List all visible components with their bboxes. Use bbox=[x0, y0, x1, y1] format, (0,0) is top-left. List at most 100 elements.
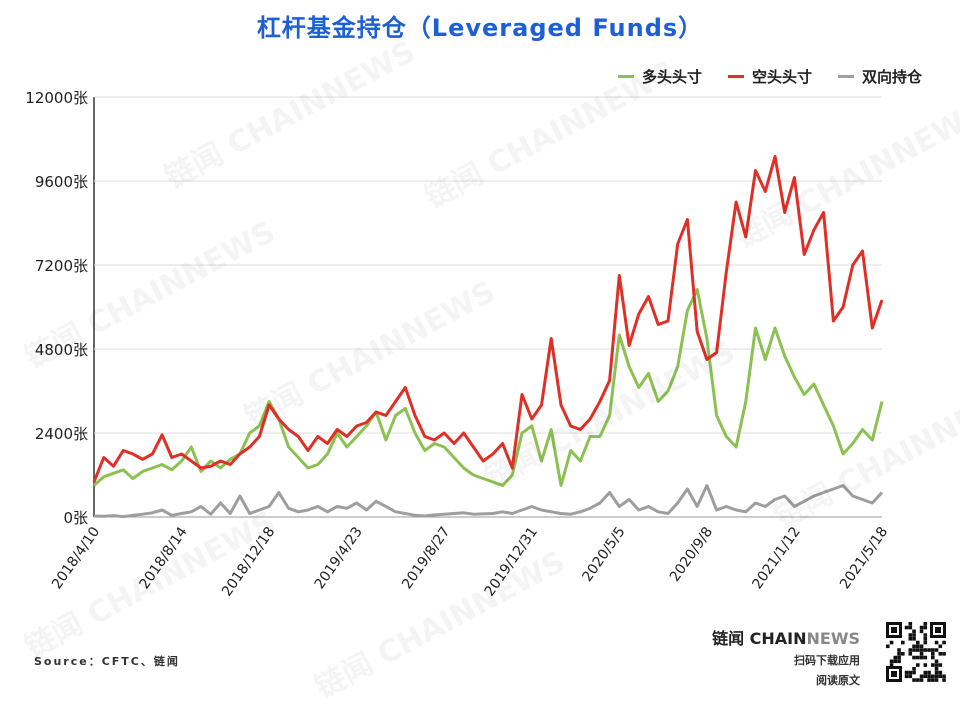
legend-swatch-long bbox=[617, 75, 634, 78]
qr-module bbox=[912, 678, 916, 682]
qr-module bbox=[908, 625, 913, 630]
qr-module bbox=[916, 640, 920, 645]
qr-module bbox=[908, 648, 913, 652]
qr-module bbox=[904, 670, 909, 675]
qr-module bbox=[893, 659, 898, 664]
x-tick-label: 2019/8/27 bbox=[399, 524, 453, 592]
qr-module bbox=[912, 637, 916, 641]
qr-module bbox=[923, 640, 928, 645]
y-tick-label: 2400张 bbox=[35, 425, 88, 443]
legend-item-short: 空头头寸 bbox=[727, 66, 812, 87]
legend-item-spread: 双向持仓 bbox=[837, 66, 922, 87]
qr-module bbox=[916, 648, 920, 652]
qr-module bbox=[923, 648, 928, 652]
chart-title: 杠杆基金持仓（Leveraged Funds） bbox=[256, 14, 704, 42]
qr-module bbox=[927, 674, 931, 679]
qr-module bbox=[916, 663, 920, 667]
y-tick-label: 0张 bbox=[63, 509, 88, 527]
qr-module bbox=[923, 670, 928, 675]
y-tick-label: 9600张 bbox=[35, 173, 88, 191]
x-tick-label: 2020/5/5 bbox=[579, 524, 628, 585]
qr-module bbox=[912, 655, 916, 660]
qr-module bbox=[908, 637, 913, 641]
qr-module bbox=[931, 652, 935, 656]
qr-module bbox=[934, 663, 939, 667]
y-tick-label: 4800张 bbox=[35, 341, 88, 359]
qr-module bbox=[916, 678, 920, 682]
qr-module bbox=[923, 655, 928, 660]
y-tick-labels: 0张 2400张 4800张 7200张 9600张 12000张 bbox=[25, 89, 88, 527]
qr-module bbox=[908, 622, 913, 626]
brand-read-text: 阅读原文 bbox=[816, 674, 860, 687]
grid-lines bbox=[93, 96, 882, 518]
qr-module bbox=[912, 629, 916, 634]
qr-module bbox=[934, 640, 939, 645]
brand-name-light: NEWS bbox=[806, 629, 861, 648]
qr-module bbox=[919, 652, 924, 656]
qr-module bbox=[919, 648, 924, 652]
qr-module bbox=[919, 629, 924, 634]
qr-module bbox=[919, 655, 924, 660]
qr-module bbox=[931, 655, 935, 660]
qr-module bbox=[912, 670, 916, 675]
qr-module bbox=[908, 633, 913, 637]
brand-block: 链闻 CHAINNEWS 扫码下载应用 阅读原文 bbox=[712, 625, 860, 689]
qr-module bbox=[938, 652, 943, 656]
qr-module bbox=[931, 678, 935, 682]
x-tick-label: 2020/9/8 bbox=[667, 524, 716, 585]
qr-module bbox=[931, 663, 935, 667]
qr-module bbox=[893, 655, 898, 660]
qr-module bbox=[912, 644, 916, 649]
qr-module bbox=[889, 659, 894, 664]
qr-module bbox=[908, 674, 913, 679]
qr-module bbox=[938, 674, 943, 679]
legend-swatch-short bbox=[727, 75, 744, 78]
qr-module bbox=[901, 652, 905, 656]
qr-module bbox=[938, 644, 943, 649]
y-tick-label: 12000张 bbox=[25, 89, 88, 107]
qr-module bbox=[916, 655, 920, 660]
x-tick-label: 2019/4/23 bbox=[312, 524, 366, 592]
qr-module bbox=[934, 678, 939, 682]
qr-module bbox=[889, 640, 894, 645]
qr-module bbox=[912, 633, 916, 637]
qr-module bbox=[938, 663, 943, 667]
qr-module bbox=[923, 633, 928, 637]
qr-code-icon[interactable] bbox=[884, 620, 948, 684]
qr-module bbox=[904, 674, 909, 679]
qr-module bbox=[927, 670, 931, 675]
legend-label-short: 空头头寸 bbox=[751, 68, 812, 86]
qr-module bbox=[923, 622, 928, 626]
qr-module bbox=[934, 667, 939, 671]
qr-module bbox=[931, 674, 935, 679]
qr-module bbox=[934, 674, 939, 679]
qr-module bbox=[889, 663, 894, 667]
x-tick-label: 2021/5/18 bbox=[837, 524, 891, 592]
qr-module bbox=[942, 640, 946, 645]
qr-module bbox=[923, 625, 928, 630]
x-tick-label: 2021/1/12 bbox=[749, 524, 803, 592]
series-line-short bbox=[92, 155, 884, 483]
qr-module bbox=[927, 648, 931, 652]
qr-module bbox=[934, 648, 939, 652]
qr-module bbox=[934, 659, 939, 664]
x-tick-label: 2018/8/14 bbox=[137, 524, 191, 592]
qr-module bbox=[942, 652, 946, 656]
qr-module bbox=[908, 652, 913, 656]
legend: 多头头寸 空头头寸 双向持仓 bbox=[617, 66, 922, 87]
qr-module bbox=[897, 652, 901, 656]
source-note: Source：CFTC、链闻 bbox=[34, 655, 180, 668]
x-tick-label: 2018/4/10 bbox=[49, 524, 103, 592]
qr-module bbox=[919, 644, 924, 649]
brand-name-dark: 链闻 CHAIN bbox=[712, 629, 807, 648]
qr-module bbox=[942, 674, 946, 679]
qr-module bbox=[897, 659, 901, 664]
qr-module bbox=[912, 667, 916, 671]
qr-module bbox=[938, 670, 943, 675]
qr-module bbox=[901, 640, 905, 645]
qr-module bbox=[942, 678, 946, 682]
legend-label-long: 多头头寸 bbox=[641, 68, 702, 86]
series-line-spread bbox=[93, 484, 884, 519]
qr-module bbox=[908, 670, 913, 675]
